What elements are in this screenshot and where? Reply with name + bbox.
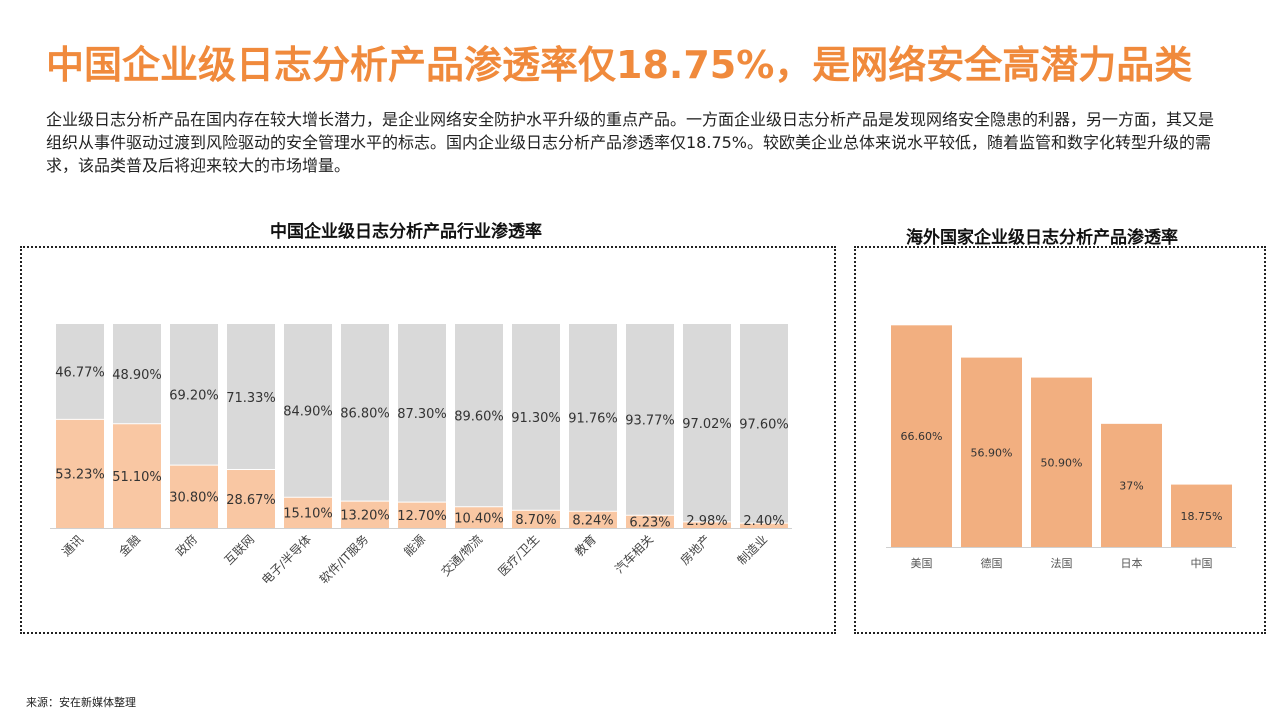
x-tick-label: 制造业 bbox=[735, 532, 770, 567]
data-label: 56.90% bbox=[971, 446, 1013, 459]
label-penetrated: 51.10% bbox=[112, 470, 162, 485]
x-tick-label: 医疗/卫生 bbox=[495, 532, 542, 579]
x-tick-label: 汽车相关 bbox=[612, 532, 657, 577]
bar-penetrated bbox=[569, 511, 617, 528]
label-remaining: 93.77% bbox=[625, 414, 675, 429]
x-tick-label: 房地产 bbox=[677, 532, 713, 568]
x-tick-label: 美国 bbox=[911, 557, 933, 570]
bar-remaining bbox=[569, 324, 617, 512]
bar bbox=[891, 325, 952, 547]
label-remaining: 71.33% bbox=[226, 391, 276, 406]
x-tick-label: 德国 bbox=[981, 556, 1003, 570]
overseas-penetration-chart: 66.60% 美国 56.90% 德国 50.90% 法国 37% 日本 18.75% 中国 bbox=[886, 325, 1236, 570]
bar-remaining bbox=[284, 324, 332, 498]
x-tick-label: 电子/半导体 bbox=[259, 532, 314, 587]
industry-chart-title: 中国企业级日志分析产品行业渗透率 bbox=[270, 222, 542, 242]
label-penetrated: 28.67% bbox=[226, 493, 276, 508]
bar-remaining bbox=[626, 324, 674, 516]
overseas-chart-frame bbox=[854, 246, 1266, 634]
bar-penetrated bbox=[113, 423, 161, 528]
bar-penetrated bbox=[455, 506, 503, 528]
x-tick-label: 能源 bbox=[401, 532, 428, 559]
label-remaining: 87.30% bbox=[397, 407, 447, 422]
bar-remaining bbox=[512, 324, 560, 511]
label-penetrated: 53.23% bbox=[55, 468, 105, 483]
bar bbox=[961, 357, 1022, 547]
label-penetrated: 2.98% bbox=[686, 514, 727, 529]
bar-penetrated bbox=[683, 521, 731, 528]
bar-penetrated bbox=[170, 465, 218, 528]
data-label: 66.60% bbox=[901, 430, 943, 443]
label-remaining: 46.77% bbox=[55, 366, 105, 381]
label-remaining: 86.80% bbox=[340, 407, 390, 422]
industry-penetration-chart: 53.23% 46.77% 通讯 51.10% 48.90% 金融 30.80% 69.20%… bbox=[50, 324, 792, 587]
bar-penetrated bbox=[341, 501, 389, 528]
data-label: 37% bbox=[1119, 479, 1143, 492]
label-penetrated: 8.70% bbox=[515, 513, 556, 528]
bar-remaining bbox=[683, 324, 731, 522]
bar bbox=[1171, 484, 1232, 547]
label-remaining: 97.02% bbox=[682, 417, 732, 432]
label-remaining: 84.90% bbox=[283, 405, 333, 420]
x-tick-label: 软件/IT服务 bbox=[316, 532, 371, 587]
label-penetrated: 13.20% bbox=[340, 509, 390, 524]
bar-remaining bbox=[227, 324, 275, 470]
bar-penetrated bbox=[512, 510, 560, 528]
x-tick-label: 互联网 bbox=[222, 532, 257, 567]
bar-penetrated bbox=[56, 419, 104, 528]
x-tick-label: 教育 bbox=[572, 532, 600, 560]
bar-penetrated bbox=[398, 502, 446, 528]
x-tick-label: 政府 bbox=[173, 532, 201, 560]
label-remaining: 48.90% bbox=[112, 368, 162, 383]
bar-remaining bbox=[341, 324, 389, 502]
label-penetrated: 15.10% bbox=[283, 507, 333, 522]
x-tick-label: 日本 bbox=[1121, 556, 1143, 570]
bar-remaining bbox=[56, 324, 104, 420]
industry-chart-frame bbox=[20, 246, 836, 634]
source-note: 来源：安在新媒体整理 bbox=[26, 696, 136, 709]
bar-penetrated bbox=[227, 469, 275, 528]
label-remaining: 69.20% bbox=[169, 389, 219, 404]
label-penetrated: 10.40% bbox=[454, 511, 504, 526]
bar-remaining bbox=[740, 324, 788, 524]
bar-remaining bbox=[455, 324, 503, 507]
bar-penetrated bbox=[740, 523, 788, 528]
data-label: 50.90% bbox=[1041, 456, 1083, 469]
bar-remaining bbox=[170, 324, 218, 466]
x-tick-label: 交通/物流 bbox=[438, 532, 485, 579]
x-tick-label: 法国 bbox=[1051, 556, 1073, 570]
bar-remaining bbox=[398, 324, 446, 503]
label-remaining: 91.76% bbox=[568, 412, 618, 427]
bar-remaining bbox=[113, 324, 161, 424]
label-penetrated: 2.40% bbox=[743, 514, 784, 529]
label-remaining: 91.30% bbox=[511, 411, 561, 426]
overseas-chart-title: 海外国家企业级日志分析产品渗透率 bbox=[906, 228, 1178, 248]
label-penetrated: 6.23% bbox=[629, 516, 670, 531]
label-penetrated: 12.70% bbox=[397, 509, 447, 524]
x-tick-label: 通讯 bbox=[59, 532, 86, 559]
label-penetrated: 8.24% bbox=[572, 514, 613, 529]
bar bbox=[1101, 423, 1162, 547]
label-penetrated: 30.80% bbox=[169, 491, 219, 506]
bar-penetrated bbox=[626, 515, 674, 528]
intro-paragraph: 企业级日志分析产品在国内存在较大增长潜力，是企业网络安全防护水平升级的重点产品。… bbox=[46, 110, 1215, 175]
x-tick-label: 金融 bbox=[116, 532, 144, 560]
x-tick-label: 中国 bbox=[1191, 557, 1213, 570]
label-remaining: 97.60% bbox=[739, 418, 789, 433]
bar bbox=[1031, 377, 1092, 547]
page-title: 中国企业级日志分析产品渗透率仅18.75%，是网络安全高潜力品类 bbox=[46, 43, 1193, 87]
bar-penetrated bbox=[284, 497, 332, 528]
data-label: 18.75% bbox=[1181, 510, 1223, 523]
label-remaining: 89.60% bbox=[454, 409, 504, 424]
